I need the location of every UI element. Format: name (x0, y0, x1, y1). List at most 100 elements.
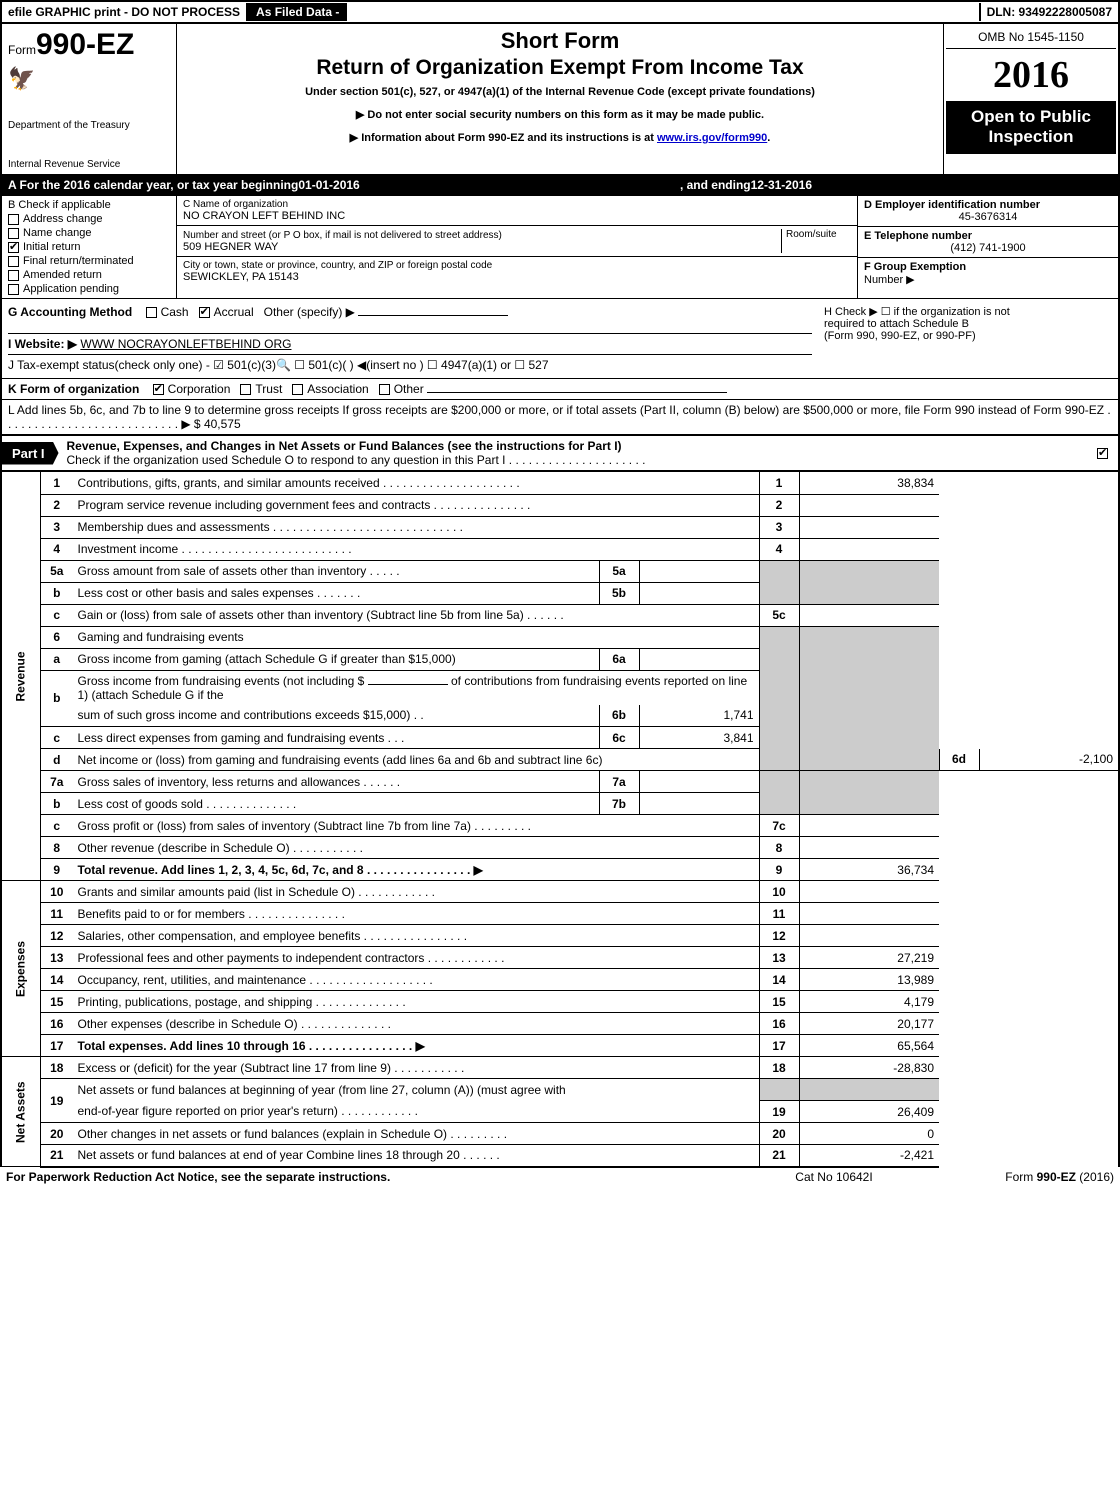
other-method-input[interactable] (358, 315, 508, 316)
line-19-desc2: end-of-year figure reported on prior yea… (73, 1101, 760, 1123)
line-7b-value (639, 793, 759, 815)
line-21-desc: Net assets or fund balances at end of ye… (73, 1145, 760, 1167)
line-5b-desc: Less cost or other basis and sales expen… (73, 582, 600, 604)
line-7c-amount (799, 815, 939, 837)
line-6b-desc: Gross income from fundraising events (no… (73, 670, 760, 705)
line-15-amount: 4,179 (799, 991, 939, 1013)
section-h: H Check ▶ ☐ if the organization is not r… (818, 299, 1118, 378)
form-of-org-label: K Form of organization (8, 382, 139, 396)
schedule-b-check: H Check ▶ ☐ if the organization is not (824, 305, 1112, 318)
revenue-side-label: Revenue (1, 472, 41, 881)
form-number: 990-EZ (36, 28, 134, 61)
section-l: L Add lines 5b, 6c, and 7b to line 9 to … (0, 400, 1120, 435)
line-17-desc: Total expenses. Add lines 10 through 16 … (73, 1035, 760, 1057)
form-prefix: Form (8, 43, 36, 57)
form-meta-block: OMB No 1545-1150 2016 Open to Public Ins… (943, 24, 1118, 174)
section-b-checkboxes: B Check if applicable Address changeName… (2, 196, 177, 298)
line-5a-desc: Gross amount from sale of assets other t… (73, 560, 600, 582)
checkbox-application-pending[interactable] (8, 284, 19, 295)
org-info-block: B Check if applicable Address changeName… (0, 196, 1120, 299)
org-name: NO CRAYON LEFT BEHIND INC (183, 210, 851, 222)
line-5b-value (639, 582, 759, 604)
line-6-desc: Gaming and fundraising events (73, 626, 760, 648)
open-inspection-badge: Open to Public Inspection (946, 101, 1116, 154)
checkbox-final-return-terminated[interactable] (8, 256, 19, 267)
section-g-i-j: G Accounting Method Cash Accrual Other (… (2, 299, 818, 378)
line-6d-amount: -2,100 (979, 749, 1119, 771)
line-5c-amount (799, 604, 939, 626)
treasury-dept: Department of the Treasury (8, 120, 170, 131)
checkbox-initial-return[interactable] (8, 242, 19, 253)
efile-notice: efile GRAPHIC print - DO NOT PROCESS (2, 3, 248, 21)
line-1-desc: Contributions, gifts, grants, and simila… (73, 472, 760, 494)
as-filed-label: As Filed Data - (248, 3, 347, 21)
line-12-amount (799, 925, 939, 947)
line-16-desc: Other expenses (describe in Schedule O) … (73, 1013, 760, 1035)
net-assets-side-label: Net Assets (1, 1057, 41, 1167)
line-17-amount: 65,564 (799, 1035, 939, 1057)
line-12-desc: Salaries, other compensation, and employ… (73, 925, 760, 947)
form-title-1: Short Form (187, 28, 933, 54)
checkbox-amended-return[interactable] (8, 270, 19, 281)
year-begin: 01-01-2016 (298, 178, 359, 192)
line-9-amount: 36,734 (799, 859, 939, 881)
omb-number: OMB No 1545-1150 (946, 26, 1116, 49)
line-6c-desc: Less direct expenses from gaming and fun… (73, 727, 600, 749)
line-19-desc1: Net assets or fund balances at beginning… (73, 1079, 760, 1101)
line-15-desc: Printing, publications, postage, and shi… (73, 991, 760, 1013)
checkbox-name-change[interactable] (8, 228, 19, 239)
line-1-amount: 38,834 (799, 472, 939, 494)
line-8-amount (799, 837, 939, 859)
section-b-label: B Check if applicable (8, 199, 170, 211)
form-title-2: Return of Organization Exempt From Incom… (187, 56, 933, 80)
trust-checkbox[interactable] (240, 384, 251, 395)
irs-link[interactable]: www.irs.gov/form990 (657, 132, 767, 144)
top-bar: efile GRAPHIC print - DO NOT PROCESS As … (0, 0, 1120, 24)
line-9-desc: Total revenue. Add lines 1, 2, 3, 4, 5c,… (73, 859, 760, 881)
line-a-tax-year: A For the 2016 calendar year, or tax yea… (0, 175, 1120, 196)
ssn-warning: ▶ Do not enter social security numbers o… (187, 108, 933, 121)
line-8-desc: Other revenue (describe in Schedule O) .… (73, 837, 760, 859)
line-2-amount (799, 494, 939, 516)
corporation-checkbox[interactable] (153, 384, 164, 395)
line-4-amount (799, 538, 939, 560)
expenses-side-label: Expenses (1, 881, 41, 1057)
org-street: 509 HEGNER WAY (183, 241, 781, 253)
paperwork-notice: For Paperwork Reduction Act Notice, see … (6, 1170, 734, 1184)
line-6a-value (639, 648, 759, 670)
instructions-link-line: ▶ Information about Form 990-EZ and its … (187, 131, 933, 144)
line-7a-desc: Gross sales of inventory, less returns a… (73, 771, 600, 793)
accrual-checkbox[interactable] (199, 307, 210, 318)
line-11-desc: Benefits paid to or for members . . . . … (73, 903, 760, 925)
part-1-title: Revenue, Expenses, and Changes in Net As… (59, 436, 1091, 470)
line-20-amount: 0 (799, 1123, 939, 1145)
schedule-o-checkbox[interactable] (1097, 448, 1108, 459)
line-14-amount: 13,989 (799, 969, 939, 991)
line-7c-desc: Gross profit or (loss) from sales of inv… (73, 815, 760, 837)
checkbox-address-change[interactable] (8, 214, 19, 225)
website-value: WWW NOCRAYONLEFTBEHIND ORG (80, 337, 291, 351)
line-10-desc: Grants and similar amounts paid (list in… (73, 881, 760, 903)
line-14-desc: Occupancy, rent, utilities, and maintena… (73, 969, 760, 991)
line-6c-value: 3,841 (639, 727, 759, 749)
dln-number: DLN: 93492228005087 (979, 3, 1118, 21)
cash-checkbox[interactable] (146, 307, 157, 318)
line-11-amount (799, 903, 939, 925)
year-end: 12-31-2016 (751, 178, 812, 192)
part-1-table: Revenue 1 Contributions, gifts, grants, … (0, 472, 1120, 1168)
line-13-desc: Professional fees and other payments to … (73, 947, 760, 969)
ein-value: 45-3676314 (864, 211, 1112, 223)
line-6d-desc: Net income or (loss) from gaming and fun… (73, 749, 760, 771)
accounting-method-label: G Accounting Method (8, 305, 132, 319)
other-org-input[interactable] (427, 392, 727, 393)
line-4-desc: Investment income . . . . . . . . . . . … (73, 538, 760, 560)
other-org-checkbox[interactable] (379, 384, 390, 395)
line-18-amount: -28,830 (799, 1057, 939, 1079)
line-2-desc: Program service revenue including govern… (73, 494, 760, 516)
line-19-amount: 26,409 (799, 1101, 939, 1123)
association-checkbox[interactable] (292, 384, 303, 395)
line-7b-desc: Less cost of goods sold . . . . . . . . … (73, 793, 600, 815)
street-label: Number and street (or P O box, if mail i… (183, 230, 502, 241)
page-footer: For Paperwork Reduction Act Notice, see … (0, 1168, 1120, 1186)
line-10-amount (799, 881, 939, 903)
